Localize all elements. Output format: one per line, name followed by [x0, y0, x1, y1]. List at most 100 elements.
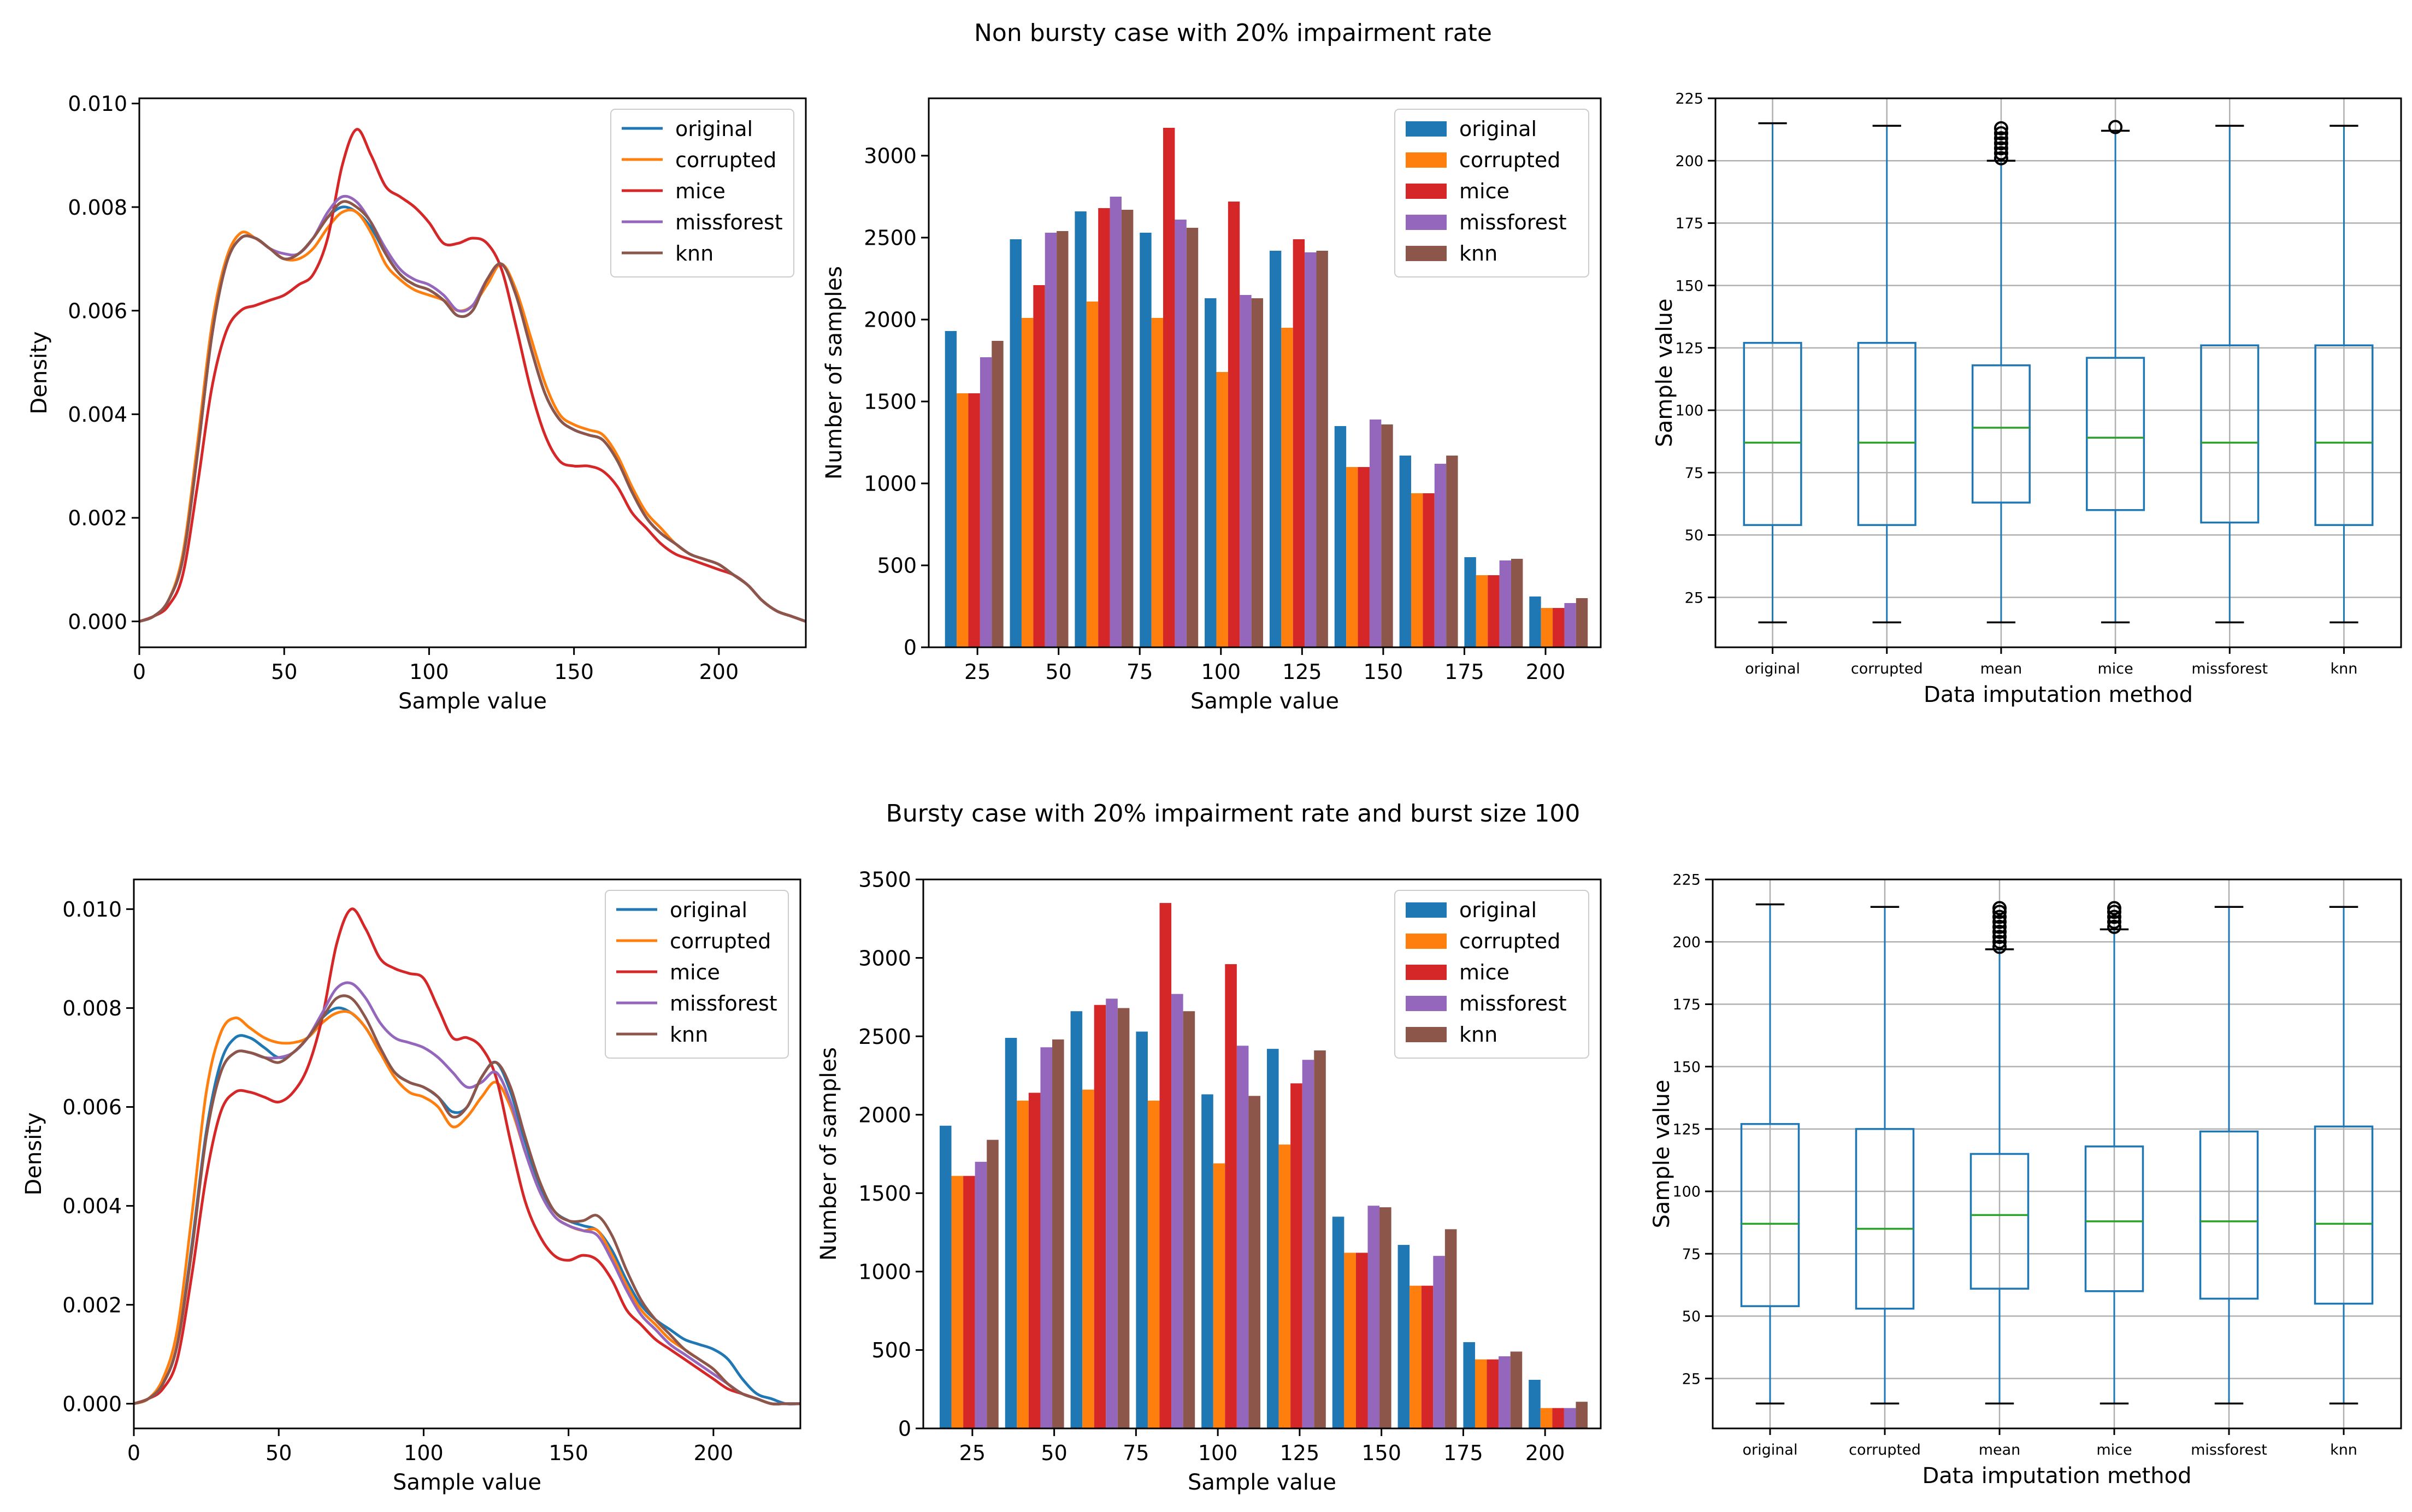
r0-hist-legend-label-original: original [1459, 117, 1537, 141]
r0-density-xtick-label: 50 [271, 660, 297, 684]
r1-density-frame [133, 878, 801, 1430]
r0-box-xtick-label: corrupted [1851, 660, 1923, 677]
r0-box-flier [1994, 141, 2008, 156]
r1-hist-bar-original [1266, 1049, 1279, 1428]
r0-density-ytick-label: 0.002 [68, 506, 127, 530]
r0-density-series-mice [139, 128, 806, 623]
r1-box-xlabel: Data imputation method [1922, 1463, 2191, 1489]
r1-density-ytick-label: 0.006 [62, 1095, 122, 1119]
r1-box-flier [1992, 924, 2007, 939]
r1-density-legend-label-missforest: missforest [670, 991, 777, 1015]
r0-hist-bar-corrupted [957, 393, 969, 647]
r1-hist-bar-mice [1094, 1005, 1106, 1428]
r0-box-xlabel: Data imputation method [1924, 682, 2193, 707]
r0-density-ytick-label: 0.000 [68, 610, 127, 634]
r1-box-flier [2107, 901, 2121, 916]
r0-hist-ytick-label: 1000 [864, 472, 917, 496]
r1-hist-legend [1394, 890, 1589, 1059]
r1-box-ytick-label: 175 [1672, 996, 1701, 1013]
r0-hist-xlabel: Sample value [1190, 689, 1339, 714]
r0-box-iqr-box [1857, 341, 1916, 526]
r0-hist-bar-mice [1423, 493, 1435, 647]
r1-box-ytick-label: 50 [1682, 1308, 1701, 1325]
r0-hist-legend-swatch-corrupted [1406, 152, 1447, 168]
r1-box-xtick-label: original [1743, 1442, 1798, 1458]
r0-hist-bar-knn [1186, 228, 1199, 647]
r0-density-xtick-label: 0 [133, 660, 146, 684]
r1-box-box-missforest [2199, 906, 2259, 1405]
r1-box-flier [1992, 935, 2007, 949]
r0-box-flier [1994, 121, 2008, 135]
r1-density-legend [605, 890, 789, 1059]
r0-box-xtick-label: mice [2097, 660, 2133, 677]
r1-hist-xlabel: Sample value [1188, 1470, 1336, 1495]
r1-hist-bar-missforest [1040, 1047, 1053, 1428]
r1-hist-bar-original [1397, 1245, 1410, 1428]
r0-box-xtick-label: original [1745, 660, 1800, 677]
r0-box-xtick-label: missforest [2191, 660, 2268, 677]
r1-box-box-mean [1969, 901, 2030, 1405]
r1-hist-bar-original [1070, 1011, 1083, 1428]
r0-box-iqr-box [2200, 344, 2260, 524]
r1-hist-bar-mice [1028, 1092, 1041, 1428]
r0-hist-ytick-label: 2500 [864, 226, 917, 250]
r0-hist-bar-corrupted [1476, 575, 1488, 647]
r0-hist-bar-knn [1121, 210, 1134, 647]
r0-box-xtick-label: knn [2330, 660, 2357, 677]
r1-hist-bar-knn [1052, 1039, 1064, 1428]
r0-hist-bar-missforest [1110, 197, 1122, 647]
r0-hist-bar-missforest [1499, 560, 1511, 647]
r1-box-ytick-label: 25 [1682, 1371, 1701, 1387]
r0-hist-bar-original [1140, 233, 1152, 647]
r1-box-ylabel: Sample value [1649, 1080, 1674, 1228]
r0-hist-legend-label-knn: knn [1459, 241, 1497, 265]
r1-hist-bar-original [1529, 1379, 1541, 1428]
r1-hist-bar-corrupted [1147, 1100, 1160, 1428]
r1-box-ytick-label: 100 [1672, 1184, 1701, 1201]
r0-box-ylabel: Sample value [1652, 299, 1677, 447]
r1-box-iqr-box [1855, 1128, 1915, 1310]
r0-hist-bar-mice [1098, 208, 1110, 647]
r0-hist-xtick-label: 100 [1201, 660, 1241, 684]
r0-box-ytick-label: 125 [1675, 340, 1703, 357]
r1-hist-legend-label-missforest: missforest [1459, 991, 1567, 1015]
r0-hist-frame [928, 97, 1602, 648]
r0-box-ytick-label: 225 [1675, 91, 1703, 108]
r0-hist-legend-swatch-mice [1406, 184, 1447, 199]
r0-box-flier [1994, 136, 2008, 151]
r1-density-legend-label-mice: mice [670, 960, 720, 984]
r0-hist-bar-mice [1553, 608, 1565, 647]
r0-density-legend-label-corrupted: corrupted [675, 148, 776, 172]
r1-density-ytick-label: 0.000 [62, 1392, 122, 1416]
r0-box-ytick-label: 150 [1675, 277, 1703, 294]
r1-density-xtick-label: 0 [127, 1441, 140, 1465]
r0-hist-bar-original [1399, 456, 1411, 647]
r1-hist-frame [922, 878, 1602, 1430]
r1-box-flier [1992, 914, 2007, 929]
r0-hist-ytick-label: 500 [877, 554, 917, 578]
r0-box-flier [1994, 126, 2008, 140]
r0-hist-bar-knn [1381, 424, 1393, 647]
r0-hist-bar-missforest [1045, 233, 1057, 647]
r1-box-ytick-label: 200 [1672, 934, 1701, 951]
r1-hist-bar-missforest [1106, 999, 1118, 1428]
r1-hist-ytick-label: 500 [871, 1338, 911, 1362]
r0-hist-bar-original [945, 331, 957, 647]
r0-density-xlabel: Sample value [398, 689, 547, 714]
row-title-bursty: Bursty case with 20% impairment rate and… [886, 800, 1581, 828]
r0-density-ytick-label: 0.004 [68, 403, 127, 427]
r1-hist-bar-mice [1355, 1253, 1368, 1428]
r1-hist-bar-knn [1444, 1229, 1457, 1428]
r0-box-frame [1714, 97, 2402, 648]
r1-hist-legend-swatch-knn [1406, 1027, 1447, 1042]
r1-box-ytick-label: 150 [1672, 1059, 1701, 1076]
r0-hist-legend-swatch-knn [1406, 246, 1447, 261]
r0-density-ylabel: Density [27, 331, 52, 414]
r1-hist-ytick-label: 3500 [858, 868, 911, 892]
r0-hist-bar-corrupted [1346, 467, 1358, 647]
r1-hist-bar-mice [1159, 903, 1172, 1428]
r1-box-xtick-label: mice [2096, 1442, 2132, 1458]
r1-density-legend-label-knn: knn [670, 1023, 708, 1047]
r1-density-xtick-label: 50 [266, 1441, 292, 1465]
